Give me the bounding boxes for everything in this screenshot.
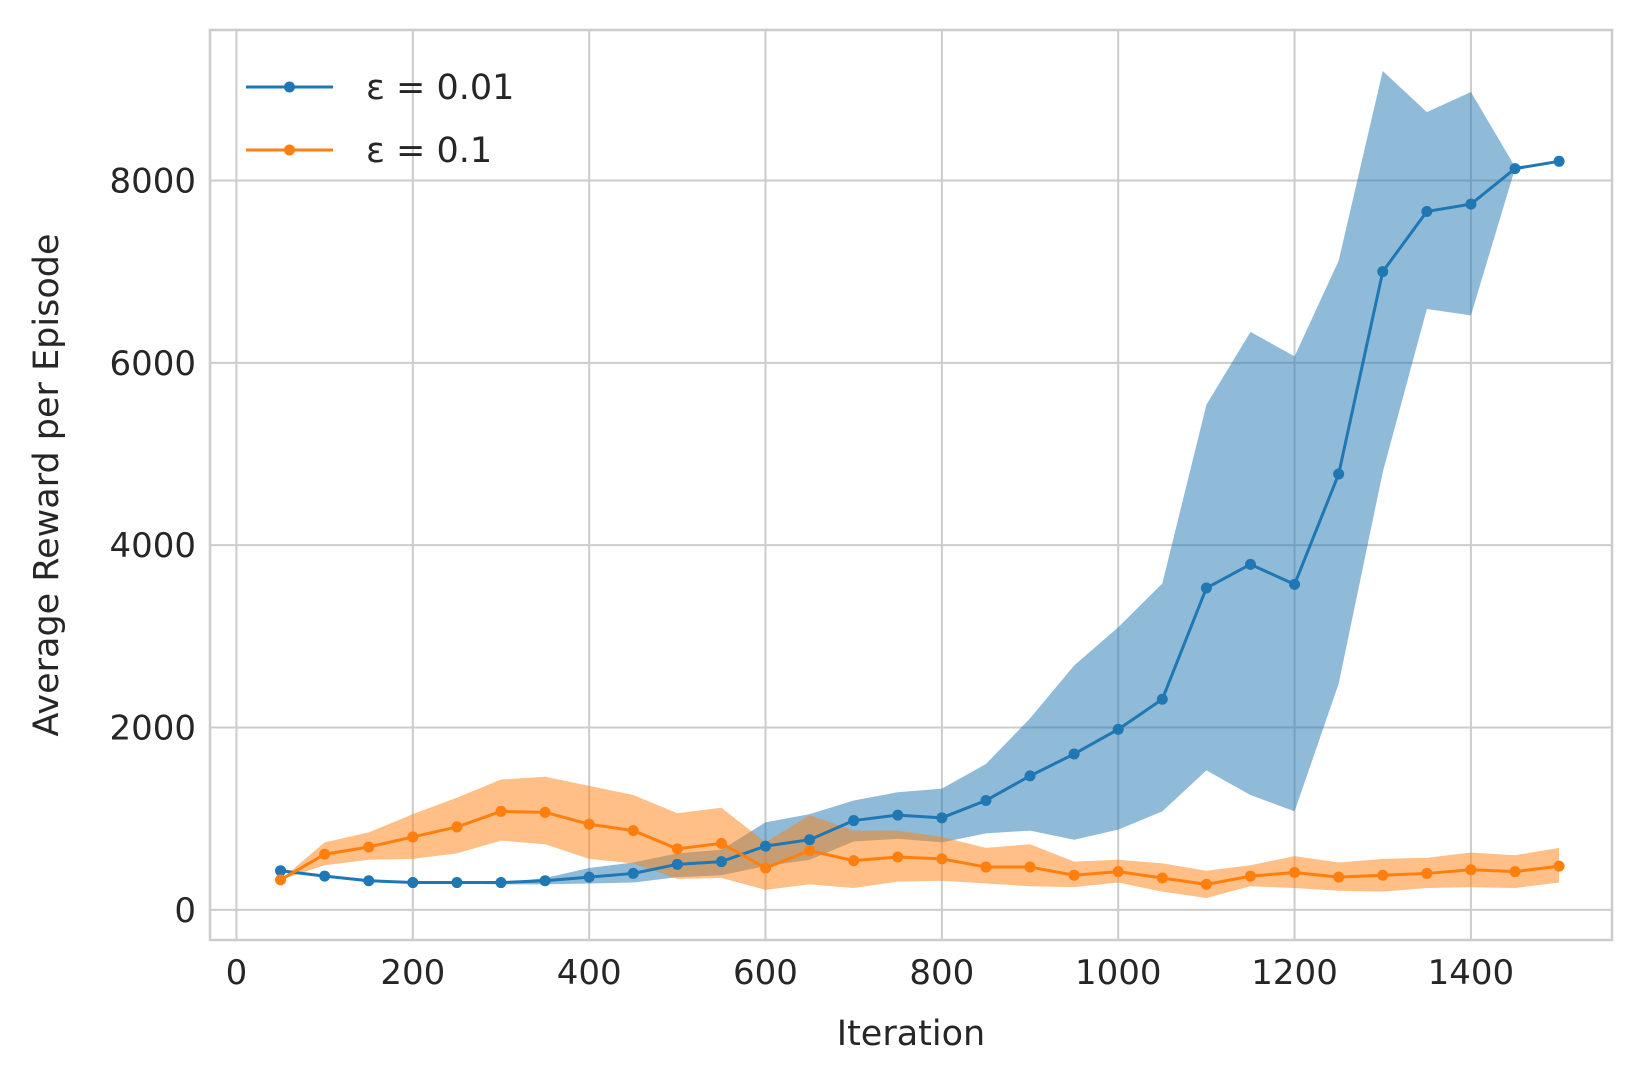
legend-label-series-1: ε = 0.01 — [366, 68, 514, 108]
data-point-series-1 — [407, 877, 419, 889]
confidence-band-series-1 — [280, 71, 1560, 885]
data-point-series-1 — [363, 875, 375, 887]
data-point-series-2 — [539, 806, 551, 818]
data-point-series-2 — [363, 841, 375, 853]
x-tick-label: 1000 — [1075, 953, 1162, 993]
y-tick-label: 4000 — [109, 526, 196, 566]
y-tick-label: 2000 — [109, 709, 196, 749]
series-points — [275, 155, 1565, 890]
data-point-series-2 — [407, 831, 419, 843]
data-point-series-2 — [495, 805, 507, 817]
data-point-series-1 — [1333, 468, 1345, 480]
data-point-series-1 — [627, 867, 639, 879]
data-point-series-2 — [936, 853, 948, 865]
series-lines — [279, 159, 1560, 886]
data-point-series-1 — [936, 812, 948, 824]
x-tick-label: 400 — [557, 953, 622, 993]
data-point-series-1 — [760, 840, 772, 852]
data-point-series-1 — [275, 865, 287, 877]
data-point-series-1 — [715, 856, 727, 868]
data-point-series-2 — [1244, 870, 1256, 882]
legend-label-series-2: ε = 0.1 — [366, 131, 492, 171]
data-point-series-2 — [671, 843, 683, 855]
data-point-series-2 — [1112, 866, 1124, 878]
confidence-band-series-2 — [280, 776, 1560, 899]
data-point-series-2 — [1024, 861, 1036, 873]
data-point-series-2 — [980, 861, 992, 873]
data-point-series-1 — [1509, 163, 1521, 175]
data-point-series-1 — [1200, 582, 1212, 594]
y-tick-label: 8000 — [109, 161, 196, 201]
data-point-series-2 — [804, 845, 816, 857]
data-point-series-2 — [1377, 869, 1389, 881]
data-point-series-1 — [495, 877, 507, 889]
data-point-series-1 — [319, 870, 331, 882]
data-point-series-2 — [1509, 866, 1521, 878]
data-point-series-1 — [1289, 578, 1301, 590]
data-point-series-1 — [1156, 693, 1168, 705]
data-point-series-2 — [848, 855, 860, 867]
x-tick-label: 200 — [380, 953, 445, 993]
data-point-series-2 — [275, 874, 287, 886]
data-point-series-2 — [1553, 860, 1565, 872]
data-point-series-1 — [1024, 770, 1036, 782]
y-axis-label: Average Reward per Episode — [27, 233, 67, 736]
data-point-series-1 — [848, 815, 860, 827]
y-tick-label: 6000 — [109, 344, 196, 384]
data-point-series-2 — [760, 862, 772, 874]
x-tick-label: 1400 — [1428, 953, 1515, 993]
legend-marker-series-2 — [284, 144, 295, 156]
data-point-series-1 — [980, 794, 992, 806]
confidence-bands — [280, 71, 1560, 899]
data-point-series-2 — [892, 851, 904, 863]
data-point-series-2 — [1200, 878, 1212, 890]
series-line-2 — [279, 809, 1560, 886]
data-point-series-1 — [671, 858, 683, 870]
data-point-series-1 — [892, 809, 904, 821]
legend-marker-series-1 — [284, 81, 295, 93]
series-line-1 — [280, 159, 1560, 885]
data-point-series-1 — [1068, 748, 1080, 760]
x-tick-label: 800 — [909, 953, 974, 993]
x-tick-label: 0 — [226, 953, 248, 993]
data-point-series-2 — [583, 818, 595, 830]
data-point-series-1 — [583, 871, 595, 883]
y-tick-labels: 0 2000 4000 6000 8000 — [109, 161, 196, 930]
x-axis-label: Iteration — [837, 1014, 985, 1054]
data-point-series-1 — [1244, 558, 1256, 570]
data-point-series-1 — [451, 877, 463, 889]
data-point-series-2 — [451, 821, 463, 833]
x-tick-label: 1200 — [1251, 953, 1338, 993]
data-point-series-2 — [1068, 869, 1080, 881]
x-tick-labels: 0 200 400 600 800 1000 1200 1400 — [226, 953, 1515, 993]
data-point-series-2 — [627, 825, 639, 837]
data-point-series-1 — [1465, 198, 1477, 210]
legend: ε = 0.01 ε = 0.1 — [246, 68, 514, 171]
data-point-series-2 — [715, 837, 727, 849]
data-point-series-1 — [1112, 723, 1124, 735]
plot-frame — [208, 28, 1614, 942]
y-tick-label: 0 — [174, 891, 196, 931]
data-point-series-1 — [539, 875, 551, 887]
data-point-series-2 — [1421, 867, 1433, 879]
data-point-series-1 — [1553, 155, 1565, 167]
data-point-series-2 — [1289, 867, 1301, 879]
data-point-series-2 — [319, 848, 331, 860]
x-tick-label: 600 — [733, 953, 798, 993]
data-point-series-1 — [1421, 205, 1433, 217]
data-point-series-2 — [1156, 872, 1168, 884]
data-point-series-2 — [1333, 871, 1345, 883]
data-point-series-1 — [804, 834, 816, 846]
data-point-series-1 — [1377, 266, 1389, 278]
data-point-series-2 — [1465, 864, 1477, 876]
